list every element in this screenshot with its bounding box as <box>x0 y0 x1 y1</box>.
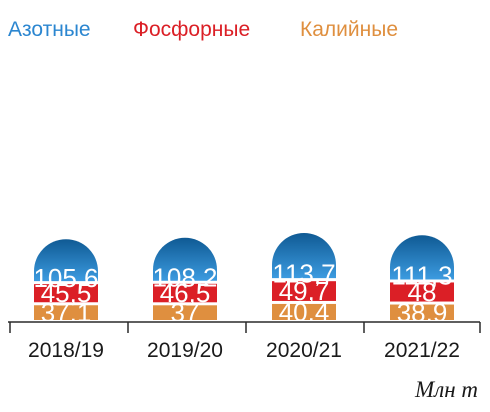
bars-group: 37,145,5105,63746,5108,240,449,7113,738,… <box>33 232 454 328</box>
bar-potash-2020/21 <box>272 303 336 320</box>
bar-phosphate-2019/20 <box>153 283 217 303</box>
bar-phosphate-2020/21 <box>272 281 336 301</box>
tick-label-2019/20: 2019/20 <box>147 339 223 362</box>
x-axis-ticks: 2018/19 2019/20 2020/21 2021/22 <box>9 322 481 362</box>
bar-potash-2018/19 <box>34 305 98 320</box>
bar-nitrogen-2020/21 <box>272 232 336 279</box>
value-label-nitrogen-2018/19: 105,6 <box>33 263 98 293</box>
legend-phosphate: Фосфорные <box>133 18 250 41</box>
bar-phosphate-2021/22 <box>390 282 454 302</box>
legend-potash: Калийные <box>300 18 398 41</box>
bar-phosphate-2018/19 <box>34 284 98 303</box>
bar-nitrogen-2019/20 <box>153 237 217 281</box>
bar-potash-2021/22 <box>390 304 454 320</box>
tick-label-2021/22: 2021/22 <box>384 339 460 362</box>
bar-potash-2019/20 <box>153 305 217 320</box>
value-label-nitrogen-2020/21: 113,7 <box>272 259 335 289</box>
legend-nitrogen: Азотные <box>8 18 91 41</box>
value-label-phosphate-2020/21: 49,7 <box>279 276 330 306</box>
value-label-nitrogen-2019/20: 108,2 <box>152 262 217 292</box>
tick-label-2020/21: 2020/21 <box>266 339 342 362</box>
value-label-nitrogen-2021/22: 111,3 <box>391 260 452 290</box>
bar-nitrogen-2018/19 <box>34 239 98 282</box>
bar-nitrogen-2021/22 <box>390 235 454 280</box>
unit-label: Млн т <box>414 377 478 402</box>
value-label-phosphate-2021/22: 48 <box>408 277 437 307</box>
tick-label-2018/19: 2018/19 <box>28 339 104 362</box>
value-label-phosphate-2018/19: 45,5 <box>41 278 92 308</box>
value-label-phosphate-2019/20: 46,5 <box>160 278 211 308</box>
